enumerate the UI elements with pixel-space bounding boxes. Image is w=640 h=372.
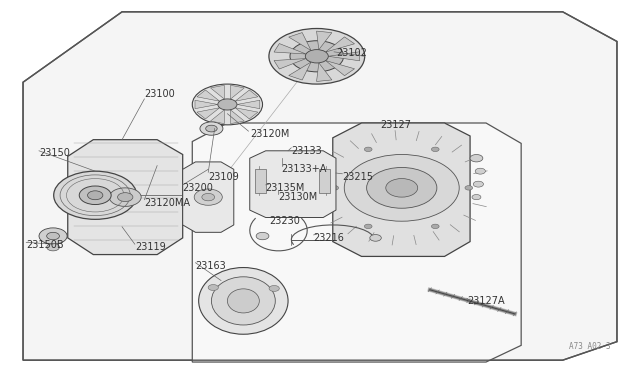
Polygon shape xyxy=(250,151,336,218)
Polygon shape xyxy=(274,58,306,69)
Polygon shape xyxy=(211,110,225,124)
Polygon shape xyxy=(68,140,182,254)
Circle shape xyxy=(473,181,483,187)
Circle shape xyxy=(118,193,133,202)
Circle shape xyxy=(269,285,279,291)
Text: 23163: 23163 xyxy=(195,261,226,271)
Circle shape xyxy=(465,186,472,190)
Polygon shape xyxy=(211,85,225,99)
Circle shape xyxy=(205,125,217,132)
Circle shape xyxy=(202,193,214,201)
Circle shape xyxy=(431,224,439,228)
Circle shape xyxy=(364,147,372,151)
Circle shape xyxy=(269,29,365,84)
Circle shape xyxy=(305,49,328,63)
Circle shape xyxy=(331,186,339,190)
Circle shape xyxy=(47,243,60,251)
Circle shape xyxy=(39,228,67,244)
Circle shape xyxy=(88,191,103,200)
Circle shape xyxy=(194,189,222,205)
Polygon shape xyxy=(192,123,521,362)
Polygon shape xyxy=(230,110,244,124)
Circle shape xyxy=(472,195,481,200)
Circle shape xyxy=(367,167,437,208)
Polygon shape xyxy=(289,33,311,51)
Polygon shape xyxy=(317,63,332,81)
Text: 23230: 23230 xyxy=(269,216,300,226)
Text: 23216: 23216 xyxy=(314,233,344,243)
Circle shape xyxy=(370,235,381,241)
Circle shape xyxy=(192,84,262,125)
Polygon shape xyxy=(182,162,234,232)
Text: 23120M: 23120M xyxy=(250,129,289,139)
Polygon shape xyxy=(319,169,330,193)
Polygon shape xyxy=(255,169,266,193)
Circle shape xyxy=(79,186,111,205)
Text: 23200: 23200 xyxy=(182,183,214,193)
Polygon shape xyxy=(235,90,258,101)
Text: 23130M: 23130M xyxy=(278,192,317,202)
Text: 23102: 23102 xyxy=(336,48,367,58)
Circle shape xyxy=(256,232,269,240)
Circle shape xyxy=(200,122,223,135)
Polygon shape xyxy=(326,37,355,52)
Circle shape xyxy=(344,154,460,221)
Polygon shape xyxy=(23,12,617,360)
Circle shape xyxy=(54,171,137,219)
Text: 23133: 23133 xyxy=(291,146,322,156)
Text: 23215: 23215 xyxy=(342,172,373,182)
Text: 23127: 23127 xyxy=(381,120,412,130)
Polygon shape xyxy=(328,52,360,61)
Text: 23150B: 23150B xyxy=(26,240,64,250)
Polygon shape xyxy=(235,108,258,119)
Circle shape xyxy=(470,154,483,162)
Polygon shape xyxy=(237,100,260,109)
Ellipse shape xyxy=(211,277,275,325)
Text: 23133+A: 23133+A xyxy=(282,164,327,174)
Circle shape xyxy=(475,168,485,174)
Circle shape xyxy=(431,147,439,151)
Text: 23100: 23100 xyxy=(145,89,175,99)
Text: 23135M: 23135M xyxy=(266,183,305,193)
Circle shape xyxy=(208,285,218,291)
Circle shape xyxy=(109,188,141,206)
Polygon shape xyxy=(289,62,311,80)
Circle shape xyxy=(290,41,344,72)
Polygon shape xyxy=(326,61,355,76)
Ellipse shape xyxy=(227,289,259,313)
Text: 23127A: 23127A xyxy=(467,296,504,306)
Ellipse shape xyxy=(198,267,288,334)
Polygon shape xyxy=(195,100,218,109)
Circle shape xyxy=(47,232,60,240)
Text: 23109: 23109 xyxy=(208,172,239,182)
Text: 23119: 23119 xyxy=(135,242,166,252)
Polygon shape xyxy=(274,44,306,54)
Text: A73 A02 3: A73 A02 3 xyxy=(569,342,611,351)
Polygon shape xyxy=(333,123,470,256)
Polygon shape xyxy=(230,85,244,99)
Text: 23150: 23150 xyxy=(39,148,70,158)
Polygon shape xyxy=(197,90,220,101)
Circle shape xyxy=(386,179,418,197)
Circle shape xyxy=(364,224,372,228)
Polygon shape xyxy=(197,108,220,119)
Text: 23120MA: 23120MA xyxy=(145,198,190,208)
Polygon shape xyxy=(317,31,332,50)
Circle shape xyxy=(218,99,237,110)
